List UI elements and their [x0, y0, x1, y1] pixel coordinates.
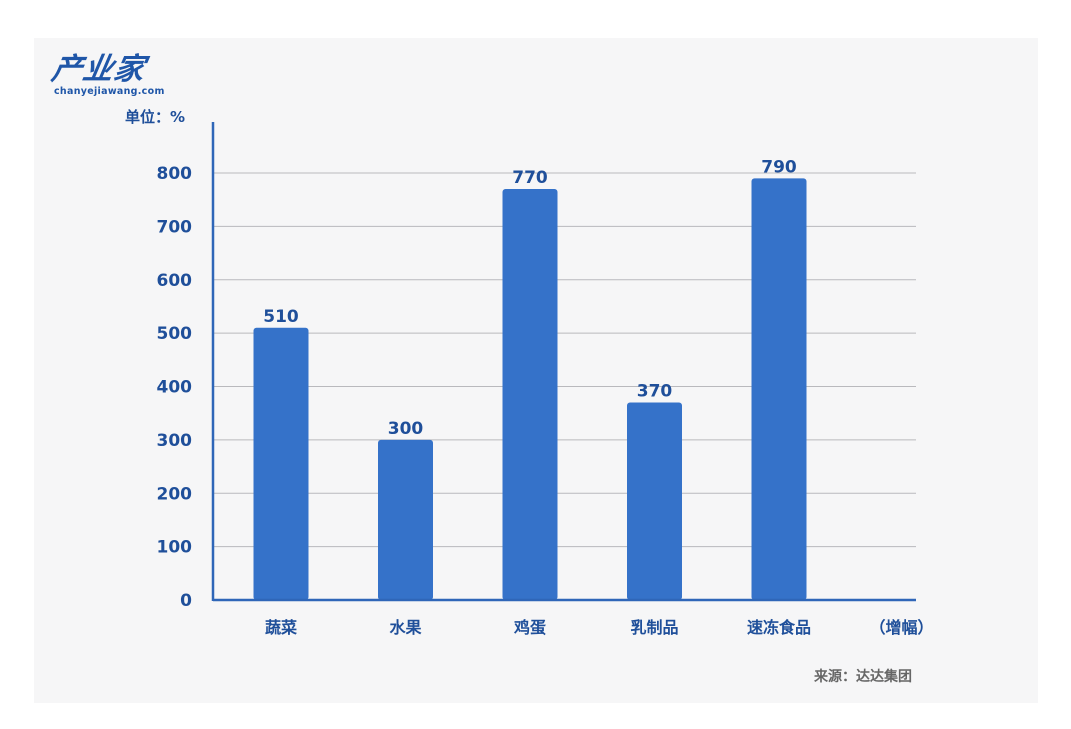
data-label: 770	[512, 168, 548, 188]
y-tick-label: 100	[157, 538, 193, 558]
y-tick-label: 800	[157, 164, 193, 184]
data-label: 300	[388, 419, 424, 439]
y-tick-label: 500	[157, 324, 193, 344]
source-note: 来源：达达集团	[814, 669, 912, 685]
y-tick-label: 600	[157, 271, 193, 291]
y-axis-unit-label: 单位：%	[125, 108, 186, 126]
data-labels: 510 300 770 370 790	[263, 157, 797, 439]
y-tick-label: 200	[157, 484, 193, 504]
bar	[253, 327, 309, 600]
data-label: 510	[263, 307, 299, 327]
brand-logo: 产业家 chanyejiawang.com	[49, 52, 192, 100]
bar	[502, 189, 558, 600]
y-tick-label: 700	[157, 217, 193, 237]
data-label: 370	[637, 382, 673, 402]
x-tick-label: 蔬菜	[265, 618, 297, 637]
bars	[253, 178, 807, 600]
y-tick-label: 300	[157, 431, 193, 451]
y-tick-label: 0	[180, 591, 192, 611]
data-label: 790	[761, 157, 797, 177]
x-tick-label: 鸡蛋	[513, 618, 546, 637]
bar	[378, 439, 433, 600]
bar	[627, 402, 682, 600]
x-tick-label: 速冻食品	[747, 618, 811, 637]
x-tick-label: 水果	[389, 618, 421, 637]
logo-url: chanyejiawang.com	[54, 86, 165, 97]
y-tick-labels: 0 100 200 300 400 500 600 700 800	[157, 164, 193, 611]
gridlines	[213, 172, 916, 548]
y-tick-label: 400	[157, 378, 193, 398]
bar	[751, 178, 807, 600]
x-tick-label: 乳制品	[630, 618, 678, 637]
x-tick-labels: 蔬菜 水果 鸡蛋 乳制品 速冻食品 （增幅）	[265, 618, 934, 637]
series-legend-label: （增幅）	[869, 618, 933, 637]
